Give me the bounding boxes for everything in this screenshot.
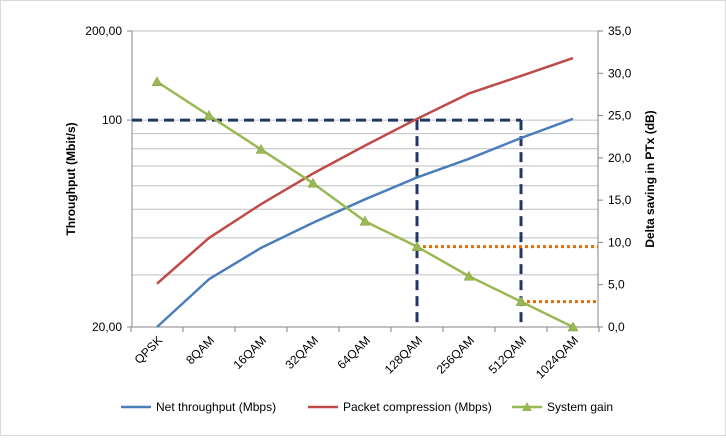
series-marker (567, 321, 579, 332)
series-line-1 (156, 56, 574, 285)
y-right-tick-label: 15,0 (608, 193, 632, 207)
y-axis-right-title: Delta saving in PTx (dB) (643, 110, 657, 247)
y-axis-left-title: Throughput (Mbit/s) (64, 122, 78, 235)
series-marker (515, 296, 527, 306)
y-right-tick-label: 20,0 (608, 151, 632, 165)
series-line-0 (156, 117, 574, 328)
series-marker (307, 177, 319, 188)
legend-marker (522, 402, 532, 411)
y-left-tick-label: 100 (102, 113, 122, 127)
series-marker (411, 241, 423, 251)
series-lines (151, 56, 579, 332)
series-marker (463, 270, 475, 281)
legend-label: Packet compression (Mbps) (343, 400, 492, 414)
axes (127, 30, 603, 332)
y-right-tick-label: 35,0 (608, 24, 632, 38)
y-right-tick-label: 10,0 (608, 235, 632, 249)
legend: Net throughput (Mbps) Packet compression … (121, 400, 613, 414)
legend-label: Net throughput (Mbps) (156, 400, 276, 414)
series-marker (203, 110, 215, 120)
y-right-tick-label: 25,0 (608, 109, 632, 123)
y-right-tick-label: 0,0 (608, 320, 625, 334)
legend-label: System gain (547, 400, 613, 414)
reference-lines (132, 118, 598, 327)
series-marker (255, 143, 267, 154)
y-right-tick-label: 30,0 (608, 66, 632, 80)
y-right-tick-label: 5,0 (608, 278, 625, 292)
series-marker (151, 76, 163, 86)
y-left-tick-label: 200,00 (85, 24, 122, 38)
y-left-tick-label: 20,00 (92, 320, 122, 334)
series-marker (359, 215, 371, 226)
